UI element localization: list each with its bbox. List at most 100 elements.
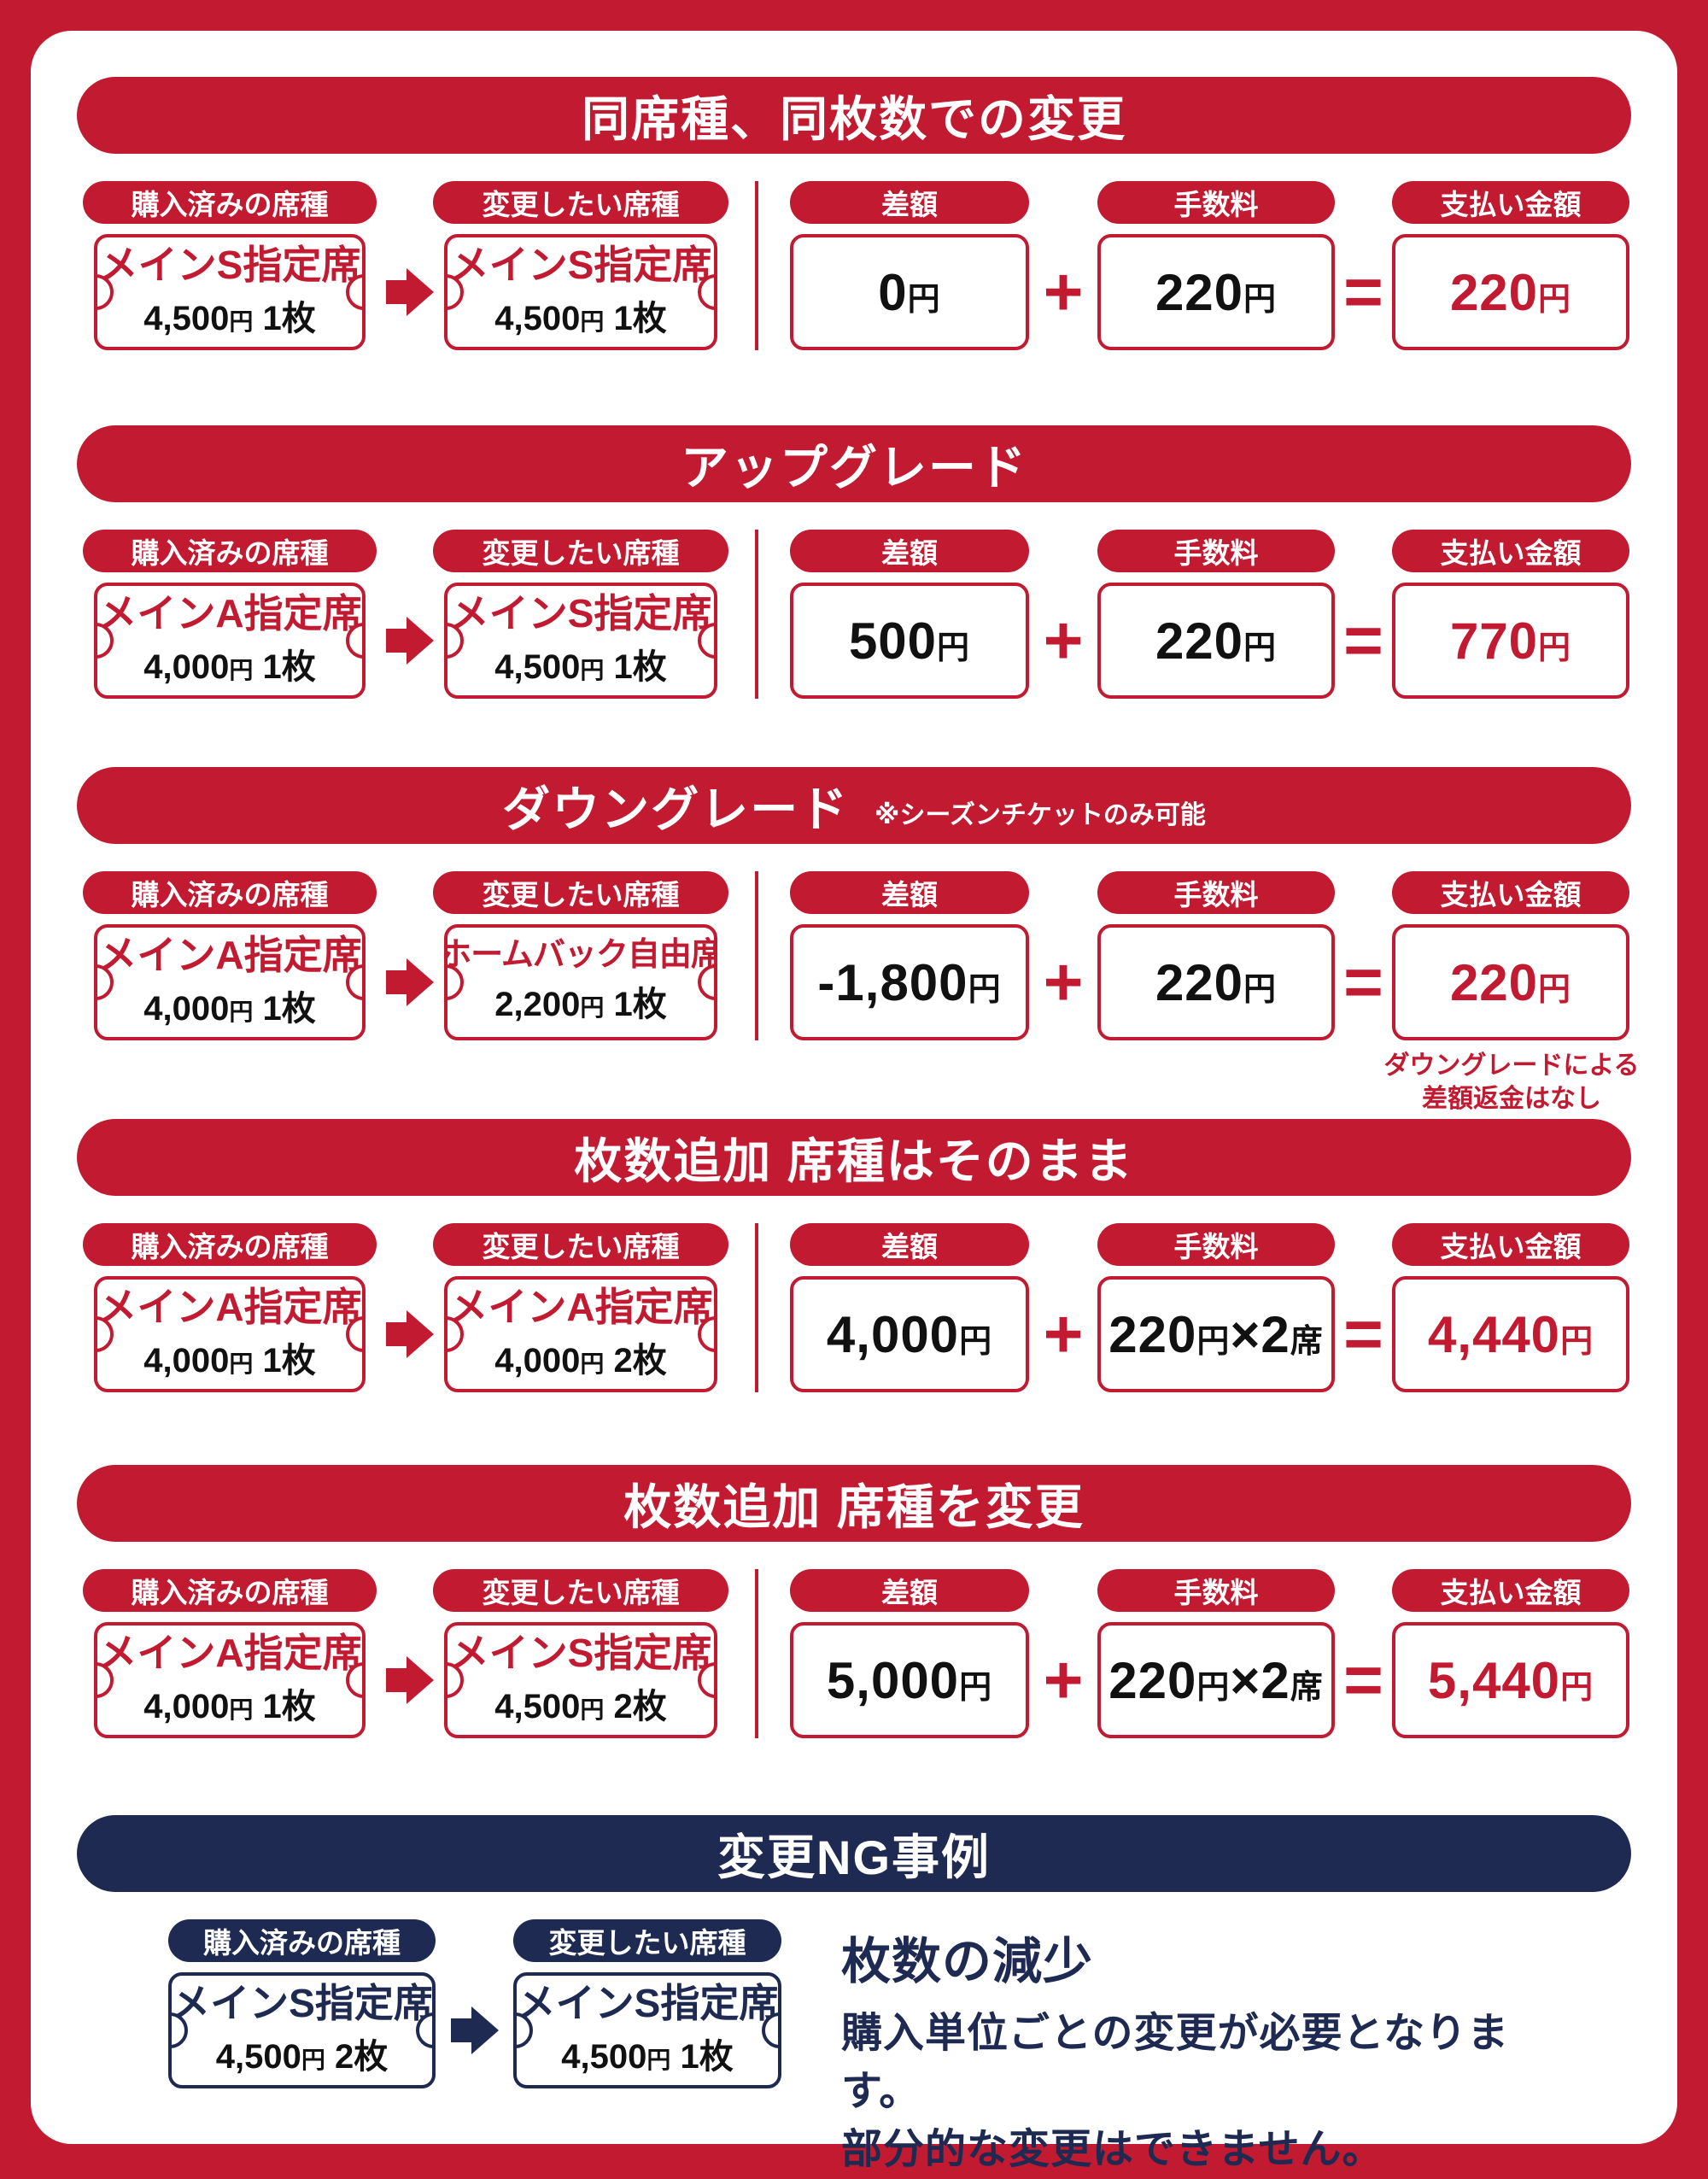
arrow-right-icon — [379, 1656, 441, 1704]
section-title: ダウングレード — [502, 782, 850, 836]
section-row: 購入済みの席種 メインS指定席 4,500円 1枚 変更したい席種 メインS指定… — [0, 181, 1708, 350]
payment-box: 770円 — [1392, 583, 1629, 699]
ticket-name: メインS指定席 — [171, 1981, 433, 2026]
desired-label: 変更したい席種 — [433, 871, 728, 914]
ticket-price: 4,000円 1枚 — [143, 647, 316, 686]
payment-value: 770円 — [1449, 612, 1572, 670]
section-row: 購入済みの席種 メインA指定席 4,000円 1枚 変更したい席種 メインS指定… — [0, 530, 1708, 699]
plus-sign: + — [1043, 944, 1084, 1020]
ticket-card: メインS指定席 4,500円 1枚 — [94, 234, 366, 350]
section-title: アップグレード — [681, 440, 1027, 495]
ticket-price: 4,000円 2枚 — [494, 1341, 667, 1379]
payment-box: 220円 — [1392, 234, 1629, 350]
equals-sign: = — [1343, 254, 1383, 330]
fee-label: 手数料 — [1097, 1223, 1335, 1266]
fee-column: 手数料 220円×2席 — [1097, 1569, 1335, 1738]
ticket-price: 4,000円 1枚 — [143, 1341, 316, 1379]
fee-box: 220円 — [1097, 583, 1335, 699]
fee-column: 手数料 220円 — [1097, 181, 1335, 350]
desired-ticket-column: 変更したい席種 メインS指定席 4,500円 1枚 — [513, 1919, 781, 2088]
fee-box: 220円 — [1097, 234, 1335, 350]
section-header: 枚数追加 席種を変更 — [77, 1465, 1631, 1542]
ticket-card: メインS指定席 4,500円 2枚 — [444, 1622, 717, 1738]
section-header: 同席種、同枚数での変更 — [77, 77, 1631, 154]
section-upgrade: アップグレード 購入済みの席種 メインA指定席 4,000円 1枚 変更したい席… — [0, 425, 1708, 716]
purchased-ticket-column: 購入済みの席種 メインA指定席 4,000円 1枚 — [83, 530, 377, 699]
fee-value: 220円×2席 — [1108, 1305, 1324, 1363]
ticket-name: メインA指定席 — [448, 1285, 713, 1330]
plus-sign: + — [1043, 602, 1084, 678]
desired-ticket-column: 変更したい席種 メインS指定席 4,500円 2枚 — [433, 1569, 728, 1738]
section-row: 購入済みの席種 メインA指定席 4,000円 1枚 変更したい席種 メインA指定… — [0, 1223, 1708, 1392]
ticket-card: メインA指定席 4,000円 2枚 — [444, 1276, 717, 1392]
fee-box: 220円×2席 — [1097, 1276, 1335, 1392]
ticket-price: 4,500円 2枚 — [494, 1687, 667, 1725]
fee-column: 手数料 220円 — [1097, 871, 1335, 1040]
ticket-name: メインA指定席 — [97, 933, 362, 978]
payment-value: 5,440円 — [1427, 1651, 1594, 1709]
ticket-card: メインA指定席 4,000円 1枚 — [94, 583, 366, 699]
payment-label: 支払い金額 — [1392, 530, 1629, 572]
payment-column: 支払い金額 220円 — [1392, 871, 1629, 1040]
ticket-name: メインA指定席 — [97, 1631, 362, 1676]
purchased-ticket-column: 購入済みの席種 メインA指定席 4,000円 1枚 — [83, 1223, 377, 1392]
fee-label: 手数料 — [1097, 1569, 1335, 1612]
ticket-card: メインS指定席 4,500円 1枚 — [444, 234, 717, 350]
payment-label: 支払い金額 — [1392, 871, 1629, 914]
downgrade-refund-note: ダウングレードによる 差額返金はなし — [1366, 1049, 1657, 1116]
equals-sign: = — [1343, 602, 1383, 678]
arrow-right-icon — [379, 268, 441, 316]
section-title: 変更NG事例 — [717, 1830, 991, 1884]
fee-column: 手数料 220円 — [1097, 530, 1335, 699]
difference-value: -1,800円 — [817, 953, 1002, 1011]
desired-label: 変更したい席種 — [513, 1919, 781, 1962]
difference-value: 500円 — [848, 612, 971, 670]
ticket-price: 4,500円 2枚 — [215, 2037, 389, 2076]
section-change-ng-examples: 変更NG事例 購入済みの席種 メインS指定席 4,500円 2枚 変更したい席種… — [0, 1815, 1708, 2172]
desired-ticket-column: 変更したい席種 メインS指定席 4,500円 1枚 — [433, 181, 728, 350]
difference-label: 差額 — [790, 181, 1029, 224]
ticket-name: メインS指定席 — [449, 1631, 712, 1676]
divider — [755, 871, 758, 1040]
purchased-label: 購入済みの席種 — [168, 1919, 436, 1962]
payment-box: 5,440円 — [1392, 1622, 1629, 1738]
divider — [755, 1569, 758, 1738]
plus-sign: + — [1043, 254, 1084, 330]
purchased-ticket-column: 購入済みの席種 メインS指定席 4,500円 1枚 — [83, 181, 377, 350]
fee-value: 220円 — [1155, 612, 1278, 670]
purchased-label: 購入済みの席種 — [83, 530, 377, 572]
section-add-tickets-change-seat: 枚数追加 席種を変更 購入済みの席種 メインA指定席 4,000円 1枚 変更し… — [0, 1465, 1708, 1755]
section-title-note: ※シーズンチケットのみ可能 — [874, 801, 1206, 829]
difference-value: 0円 — [878, 263, 941, 321]
ticket-price: 4,500円 1枚 — [143, 299, 316, 337]
section-row: 購入済みの席種 メインA指定席 4,000円 1枚 変更したい席種 ホームバック… — [0, 871, 1708, 1113]
ng-heading: 枚数の減少 — [841, 1934, 1094, 1989]
payment-box: 220円 — [1392, 924, 1629, 1040]
ticket-card: メインS指定席 4,500円 1枚 — [513, 1972, 781, 2088]
section-row: 購入済みの席種 メインA指定席 4,000円 1枚 変更したい席種 メインS指定… — [0, 1569, 1708, 1738]
note-line: 差額返金はなし — [1422, 1085, 1601, 1113]
equals-sign: = — [1343, 1642, 1383, 1718]
payment-label: 支払い金額 — [1392, 1223, 1629, 1266]
ticket-card: ホームバック自由席 2,200円 1枚 — [444, 924, 717, 1040]
section-title: 枚数追加 席種はそのまま — [574, 1133, 1134, 1188]
difference-label: 差額 — [790, 530, 1029, 572]
payment-value: 220円 — [1449, 953, 1572, 1011]
payment-value: 4,440円 — [1427, 1305, 1594, 1363]
purchased-label: 購入済みの席種 — [83, 181, 377, 224]
plus-sign: + — [1043, 1296, 1084, 1372]
payment-column: 支払い金額 4,440円 — [1392, 1223, 1629, 1392]
ticket-name: メインA指定席 — [97, 591, 362, 636]
divider — [755, 181, 758, 350]
difference-label: 差額 — [790, 1569, 1029, 1612]
ng-body-line: 部分的な変更はできません。 — [841, 2127, 1384, 2173]
purchased-ticket-column: 購入済みの席種 メインA指定席 4,000円 1枚 — [83, 871, 377, 1040]
fee-label: 手数料 — [1097, 871, 1335, 914]
arrow-right-icon — [379, 617, 441, 665]
desired-label: 変更したい席種 — [433, 1569, 728, 1612]
section-downgrade: ダウングレード ※シーズンチケットのみ可能 購入済みの席種 メインA指定席 4,… — [0, 767, 1708, 1113]
fee-value: 220円×2席 — [1108, 1651, 1324, 1709]
payment-column: 支払い金額 220円 — [1392, 181, 1629, 350]
section-title: 同席種、同枚数での変更 — [582, 91, 1126, 146]
desired-label: 変更したい席種 — [433, 530, 728, 572]
